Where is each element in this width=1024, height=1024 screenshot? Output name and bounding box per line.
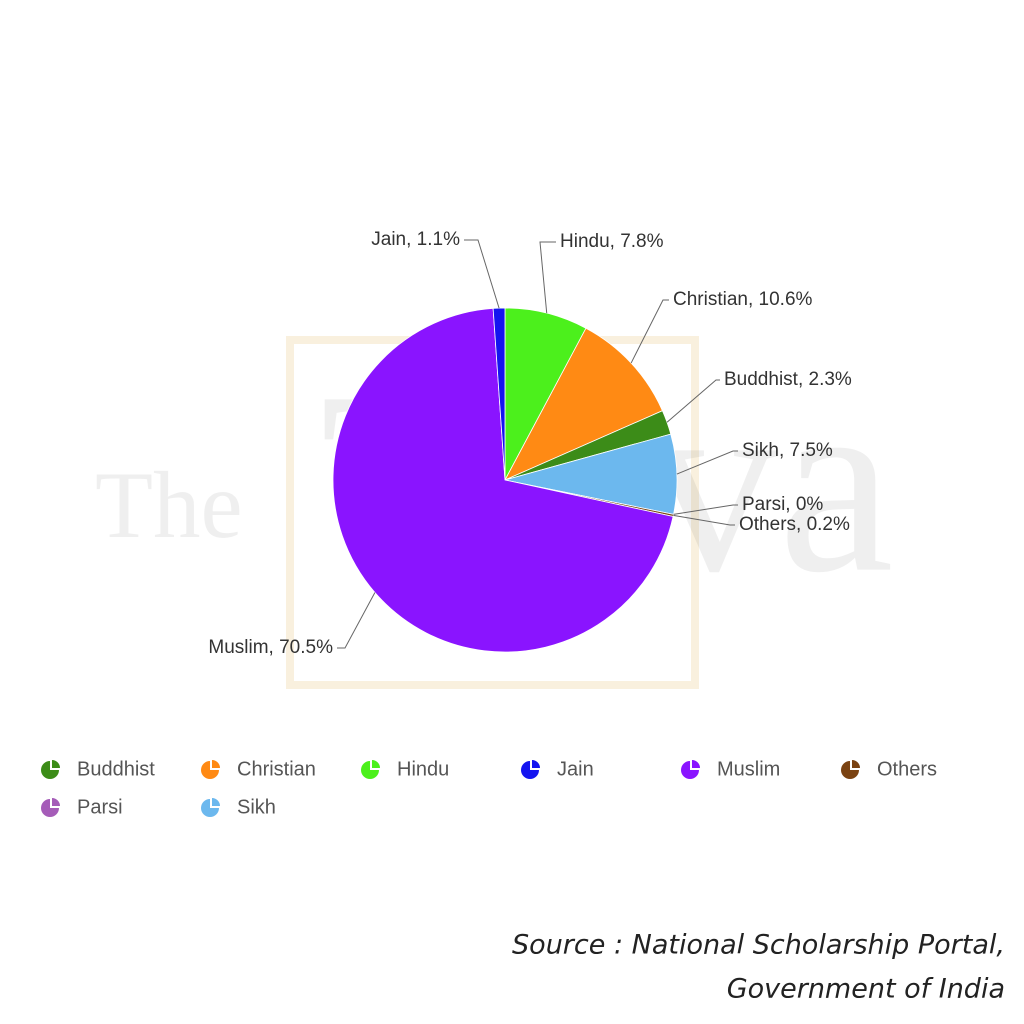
data-label: Hindu, 7.8%	[560, 231, 664, 252]
leader-line	[666, 379, 720, 423]
data-label: Others, 0.2%	[739, 514, 850, 535]
legend-label: Sikh	[237, 796, 276, 818]
legend-label: Parsi	[77, 796, 123, 818]
legend-icon	[41, 798, 60, 817]
watermark: The	[95, 452, 243, 558]
leader-line	[673, 504, 738, 515]
legend-label: Jain	[557, 758, 594, 780]
labels: Hindu, 7.8% Christian, 10.6% Buddhist, 2.3…	[208, 229, 852, 658]
source: Government of India	[727, 974, 1005, 1005]
leader-line	[673, 514, 735, 526]
legend-icon	[681, 760, 700, 779]
legend-icon	[361, 760, 380, 779]
leader-line	[630, 299, 669, 364]
leader-line	[676, 450, 738, 475]
legend-icon	[201, 760, 220, 779]
data-label: Buddhist, 2.3%	[724, 369, 852, 390]
data-label: Muslim, 70.5%	[208, 637, 333, 658]
legend-label: Buddhist	[77, 758, 155, 780]
pie	[332, 307, 678, 653]
legend-icon	[41, 760, 60, 779]
source: Source : National Scholarship Portal,	[512, 930, 1005, 961]
data-label: Jain, 1.1%	[371, 229, 460, 250]
legend-label: Hindu	[397, 758, 449, 780]
legend: Buddhist Christian Hindu Jain Muslim Others Pa…	[41, 758, 937, 818]
leader-line	[337, 592, 376, 649]
leader-line	[539, 241, 556, 314]
legend-label: Muslim	[717, 758, 780, 780]
legend-label: Christian	[237, 758, 316, 780]
data-label: Parsi, 0%	[742, 494, 823, 515]
leader-line	[464, 239, 500, 309]
pie-slice	[504, 327, 663, 481]
data-label: Sikh, 7.5%	[742, 440, 833, 461]
data-label: Christian, 10.6%	[673, 289, 813, 310]
legend-icon	[841, 760, 860, 779]
legend-label: Others	[877, 758, 937, 780]
pie-slice	[492, 307, 506, 481]
legend-icon	[201, 798, 220, 817]
legend-icon	[521, 760, 540, 779]
